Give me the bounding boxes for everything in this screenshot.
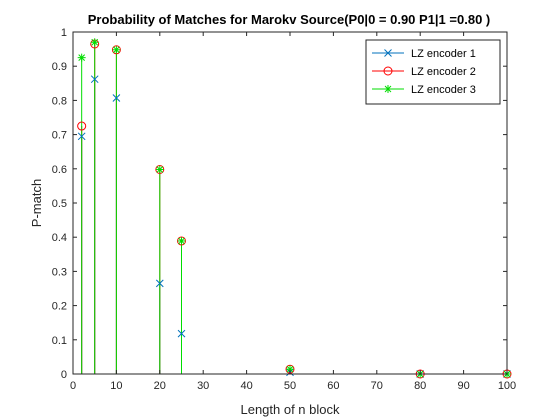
data-point (155, 165, 164, 174)
x-tick-label: 80 (414, 380, 426, 392)
x-axis-label: Length of n block (240, 402, 340, 417)
y-tick-label: 0.9 (52, 61, 67, 73)
x-tick-label: 10 (110, 380, 122, 392)
legend-box (365, 39, 501, 105)
legend-item: LZ encoder 2 (372, 66, 476, 78)
data-point (90, 38, 99, 47)
y-tick-label: 0.1 (52, 335, 67, 347)
x-tick-label: 70 (371, 380, 383, 392)
data-point (155, 279, 164, 288)
x-tick-label: 20 (154, 380, 166, 392)
x-tick-label: 40 (240, 380, 252, 392)
x-tick-label: 90 (457, 380, 469, 392)
x-tick-label: 30 (197, 380, 209, 392)
legend-item: LZ encoder 3 (372, 84, 476, 96)
x-tick-label: 100 (498, 380, 516, 392)
data-point (112, 45, 121, 54)
x-tick-label: 50 (284, 380, 296, 392)
legend-label: LZ encoder 1 (411, 48, 476, 60)
stem-lines (81, 42, 291, 374)
y-axis-ticks: 0 0.1 0.2 0.3 0.4 0.5 0.6 0.7 0.8 0.9 1 (52, 27, 507, 381)
legend-label: LZ encoder 2 (411, 66, 476, 78)
y-tick-label: 1 (61, 27, 67, 39)
y-axis-label: P-match (29, 179, 44, 227)
y-tick-label: 0 (61, 369, 67, 381)
legend-marker (383, 66, 393, 76)
chart-title: Probability of Matches for Marokv Source… (88, 12, 491, 27)
legend-label: LZ encoder 3 (411, 84, 476, 96)
data-point (90, 75, 99, 84)
data-point (177, 329, 186, 338)
legend-marker (384, 49, 392, 57)
data-point (112, 94, 121, 102)
y-tick-label: 0.5 (52, 198, 67, 210)
y-tick-label: 0.3 (52, 266, 67, 278)
data-point (177, 236, 186, 245)
y-tick-label: 0.7 (52, 130, 67, 142)
y-tick-label: 0.4 (52, 232, 67, 244)
y-tick-label: 0.6 (52, 164, 67, 176)
y-tick-label: 0.2 (52, 301, 67, 313)
legend: LZ encoder 1 LZ encoder 2 LZ encoder 3 (365, 39, 501, 105)
x-tick-label: 0 (70, 380, 76, 392)
x-tick-label: 60 (327, 380, 339, 392)
data-point (77, 53, 86, 62)
data-point (77, 121, 87, 131)
y-tick-label: 0.8 (52, 95, 67, 107)
legend-marker (384, 85, 392, 93)
legend-item: LZ encoder 1 (372, 48, 476, 60)
data-point (77, 132, 86, 141)
x-axis-ticks: 0 10 20 30 40 50 60 70 80 90 100 (70, 32, 516, 392)
data-markers (77, 38, 512, 379)
